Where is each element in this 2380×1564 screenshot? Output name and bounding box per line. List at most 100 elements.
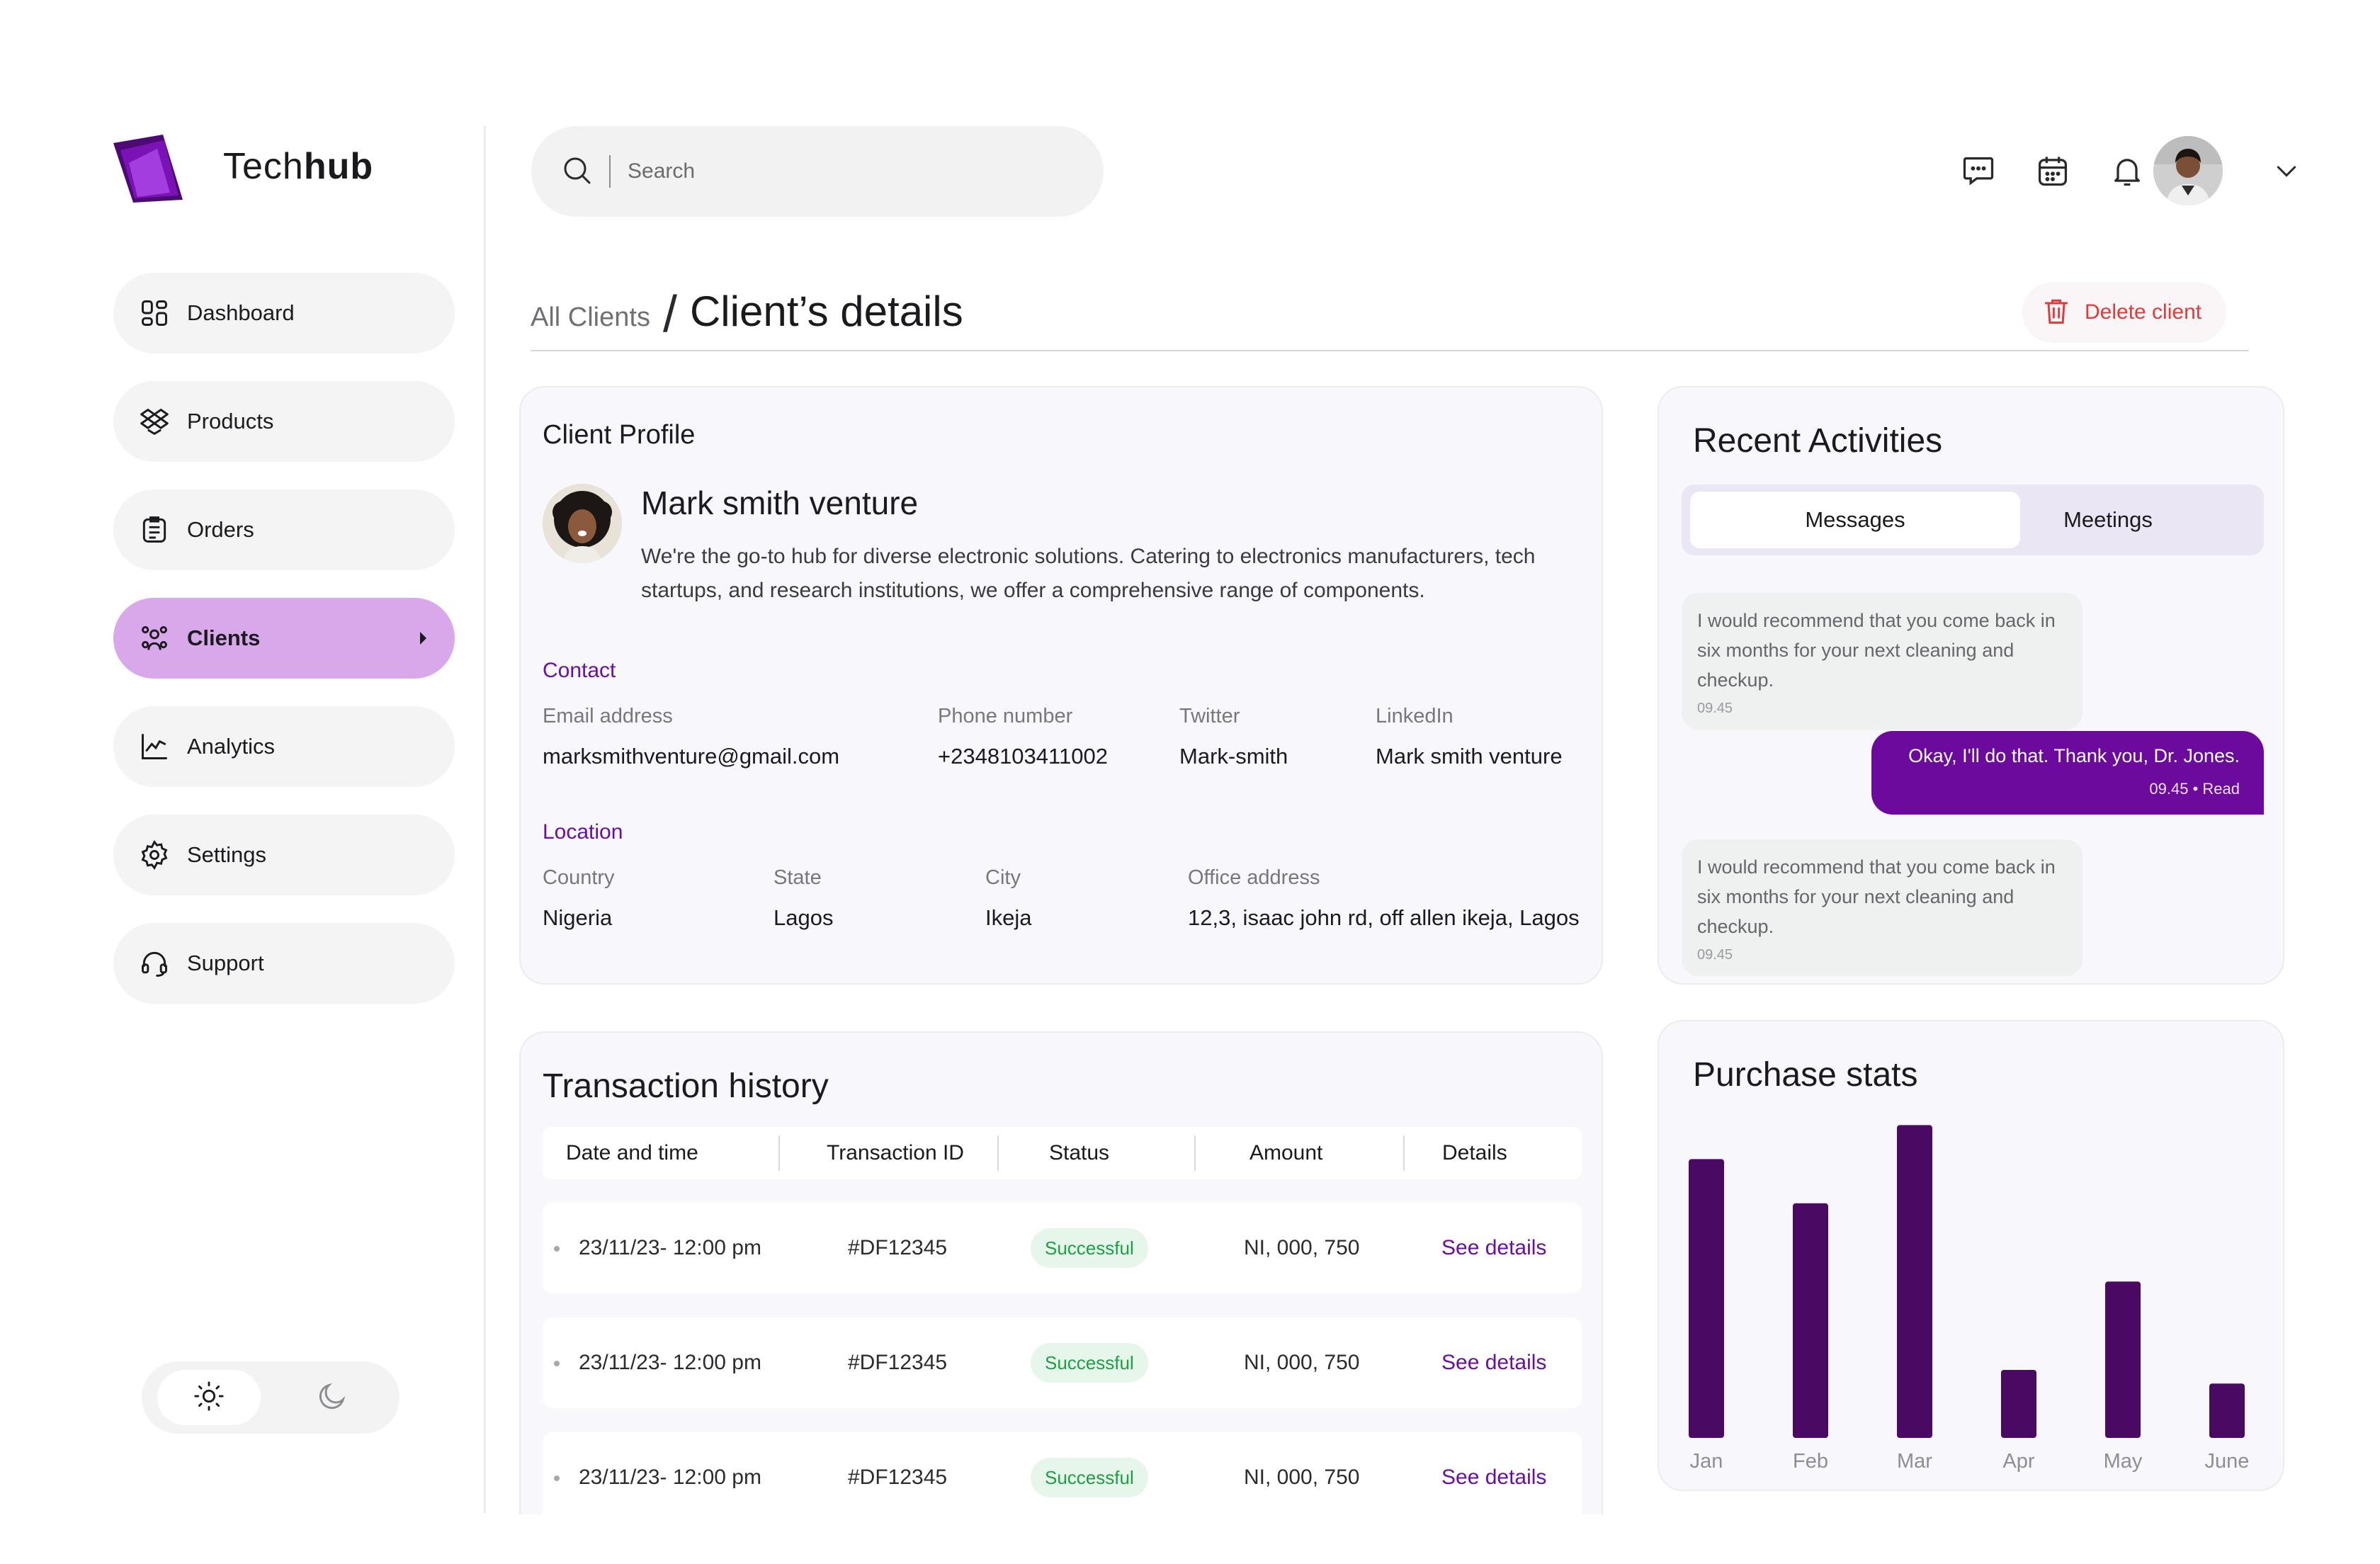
sidebar-item-analytics[interactable]: Analytics	[113, 706, 455, 787]
grid-icon	[137, 296, 171, 330]
activity-tabs: Messages Meetings	[1682, 484, 2264, 555]
row-bullet	[554, 1361, 560, 1366]
calendar-icon[interactable]	[2033, 151, 2073, 191]
transaction-history-card: Transaction history Date and time Transa…	[519, 1031, 1603, 1514]
breadcrumb: All Clients / Client’s details	[531, 280, 963, 343]
table-row: 23/11/23- 12:00 pm #DF12345 Successful N…	[543, 1203, 1582, 1293]
message-text: I would recommend that you come back in …	[1697, 856, 2056, 937]
linkedin-value[interactable]: Mark smith venture	[1376, 744, 1563, 769]
light-mode-button[interactable]	[157, 1370, 261, 1425]
caret-right-icon	[420, 632, 426, 645]
brand-name: Techhub	[223, 146, 374, 187]
bar-june[interactable]	[2209, 1383, 2245, 1438]
dark-mode-button[interactable]	[280, 1370, 384, 1425]
user-avatar[interactable]	[2153, 136, 2223, 205]
country-value: Nigeria	[543, 905, 613, 930]
twitter-value[interactable]: Mark-smith	[1179, 744, 1288, 769]
see-details-link[interactable]: See details	[1441, 1236, 1547, 1259]
brand-logo[interactable]	[113, 135, 184, 205]
client-description: We're the go-to hub for diverse electron…	[641, 545, 1536, 602]
gear-icon	[137, 838, 171, 872]
search-divider	[609, 155, 611, 188]
clipboard-icon	[137, 513, 171, 547]
tab-meetings[interactable]: Meetings	[2063, 507, 2153, 532]
theme-toggle	[142, 1361, 400, 1434]
bar-jan[interactable]	[1689, 1159, 1724, 1438]
sidebar-item-dashboard[interactable]: Dashboard	[113, 273, 455, 353]
row-bullet	[554, 1246, 560, 1252]
cell-transaction-id: #DF12345	[848, 1236, 948, 1259]
chart-line-icon	[137, 730, 171, 764]
sidebar-item-label: Orders	[187, 517, 254, 542]
column-header-details: Details	[1442, 1141, 1507, 1164]
message-text: I would recommend that you come back in …	[1697, 610, 2056, 691]
bar-apr[interactable]	[2001, 1370, 2036, 1438]
client-name: Mark smith venture	[641, 484, 919, 521]
transaction-history-title: Transaction history	[543, 1067, 829, 1105]
table-row: 23/11/23- 12:00 pm #DF12345 Successful N…	[543, 1318, 1582, 1408]
column-header-date: Date and time	[566, 1141, 698, 1164]
message-time: 09.45	[1697, 701, 1733, 716]
bar-may[interactable]	[2105, 1281, 2141, 1438]
status-badge: Successful	[1031, 1343, 1148, 1383]
bell-icon[interactable]	[2107, 151, 2147, 191]
cell-amount: NI, 000, 750	[1244, 1236, 1360, 1259]
x-tick-label: June	[2205, 1450, 2250, 1473]
sidebar-item-label: Products	[187, 409, 274, 434]
row-bullet	[554, 1475, 560, 1481]
country-label: Country	[543, 866, 615, 889]
delete-client-label: Delete client	[2085, 300, 2202, 324]
purchase-stats-card: Purchase stats Jan Feb Mar Apr May June	[1658, 1020, 2284, 1491]
phone-value[interactable]: +2348103411002	[938, 744, 1108, 769]
email-value[interactable]: marksmithventure@gmail.com	[543, 744, 840, 769]
sidebar-item-support[interactable]: Support	[113, 923, 455, 1004]
status-badge: Successful	[1031, 1458, 1148, 1497]
see-details-link[interactable]: See details	[1441, 1466, 1547, 1489]
email-label: Email address	[543, 705, 673, 727]
chevron-down-icon[interactable]	[2267, 151, 2306, 191]
office-address-label: Office address	[1188, 866, 1320, 889]
sidebar-item-clients[interactable]: Clients	[113, 598, 455, 679]
chat-icon[interactable]	[1959, 151, 1998, 191]
message-text: Okay, I'll do that. Thank you, Dr. Jones…	[1908, 745, 2240, 766]
client-avatar	[543, 484, 622, 563]
search-icon	[560, 153, 594, 191]
message-received: I would recommend that you come back in …	[1682, 593, 2082, 730]
delete-client-button[interactable]: Delete client	[2022, 282, 2226, 343]
users-icon	[137, 621, 171, 655]
status-badge: Successful	[1031, 1228, 1148, 1268]
cell-amount: NI, 000, 750	[1244, 1351, 1360, 1374]
cell-date: 23/11/23- 12:00 pm	[579, 1351, 761, 1374]
column-divider	[778, 1135, 780, 1171]
linkedin-label: LinkedIn	[1376, 705, 1454, 727]
client-profile-title: Client Profile	[543, 420, 696, 450]
message-received: I would recommend that you come back in …	[1682, 839, 2082, 976]
tab-messages[interactable]: Messages	[1690, 492, 2020, 548]
see-details-link[interactable]: See details	[1441, 1351, 1547, 1374]
sidebar-item-products[interactable]: Products	[113, 381, 455, 462]
state-label: State	[774, 866, 822, 889]
recent-activities-card: Recent Activities Messages Meetings I wo…	[1658, 386, 2284, 985]
sidebar-item-label: Clients	[187, 625, 261, 650]
state-value: Lagos	[774, 905, 834, 930]
headset-icon	[137, 946, 171, 980]
city-label: City	[985, 866, 1021, 889]
column-header-transaction-id: Transaction ID	[827, 1141, 964, 1164]
message-time: 09.45	[1697, 947, 1733, 963]
sidebar-item-label: Analytics	[187, 734, 276, 759]
bar-feb[interactable]	[1793, 1203, 1828, 1438]
client-profile-card: Client Profile Mark smith venture We're …	[519, 386, 1603, 985]
message-sent: Okay, I'll do that. Thank you, Dr. Jones…	[1871, 731, 2264, 815]
table-header: Date and time Transaction ID Status Amou…	[543, 1127, 1582, 1179]
column-divider	[997, 1135, 999, 1171]
sidebar-item-settings[interactable]: Settings	[113, 815, 455, 895]
search-bar[interactable]: Search	[531, 126, 1104, 217]
breadcrumb-all-clients[interactable]: All Clients	[531, 302, 650, 332]
twitter-label: Twitter	[1179, 705, 1240, 727]
sidebar-item-orders[interactable]: Orders	[113, 489, 455, 570]
column-header-amount: Amount	[1250, 1141, 1323, 1164]
header-divider	[531, 350, 2249, 351]
sidebar-item-label: Dashboard	[187, 300, 295, 325]
bar-mar[interactable]	[1897, 1125, 1932, 1438]
search-input[interactable]: Search	[628, 159, 696, 183]
